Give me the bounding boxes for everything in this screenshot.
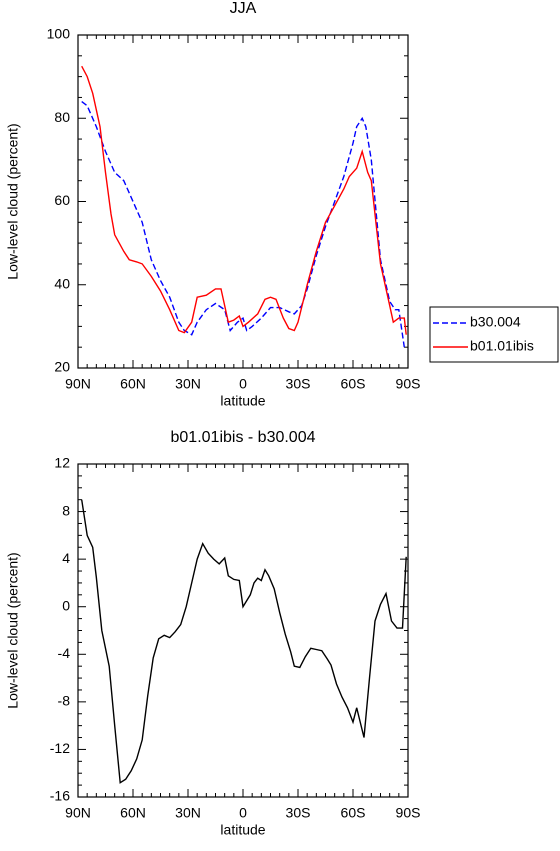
x-tick-label: 0 bbox=[239, 805, 247, 821]
legend-box bbox=[429, 306, 559, 363]
x-tick-label: 30S bbox=[286, 376, 311, 392]
y-tick-label: 0 bbox=[62, 597, 70, 613]
x-tick-label: 30S bbox=[286, 805, 311, 821]
y-axis-label: Low-level cloud (percent) bbox=[5, 123, 21, 279]
x-tick-label: 90S bbox=[396, 805, 421, 821]
chart-title: JJA bbox=[230, 0, 257, 17]
x-tick-label: 30N bbox=[175, 376, 201, 392]
data-line bbox=[81, 65, 407, 335]
x-axis-label: latitude bbox=[220, 822, 265, 838]
y-tick-label: 4 bbox=[62, 550, 70, 566]
y-tick-label: -8 bbox=[58, 693, 71, 709]
plot-frame bbox=[77, 463, 409, 798]
y-tick-label: -16 bbox=[50, 788, 70, 804]
x-tick-label: 30N bbox=[175, 805, 201, 821]
x-tick-label: 90N bbox=[65, 805, 91, 821]
y-axis-label: Low-level cloud (percent) bbox=[5, 552, 21, 708]
y-tick-label: 60 bbox=[54, 192, 70, 208]
y-tick-label: 100 bbox=[47, 26, 71, 42]
y-tick-label: 20 bbox=[54, 359, 70, 375]
legend-label: b01.01ibis bbox=[470, 338, 534, 354]
y-tick-label: 40 bbox=[54, 275, 70, 291]
y-tick-label: 12 bbox=[54, 455, 70, 471]
y-tick-label: -4 bbox=[58, 645, 71, 661]
x-tick-label: 60S bbox=[341, 376, 366, 392]
data-line bbox=[81, 499, 407, 784]
x-tick-label: 90S bbox=[396, 376, 421, 392]
x-axis-label: latitude bbox=[220, 393, 265, 409]
y-tick-label: 8 bbox=[62, 502, 70, 518]
chart-title: b01.01ibis - b30.004 bbox=[171, 429, 316, 446]
x-tick-label: 60N bbox=[120, 376, 146, 392]
x-tick-label: 60S bbox=[341, 805, 366, 821]
x-tick-label: 90N bbox=[65, 376, 91, 392]
x-tick-label: 60N bbox=[120, 805, 146, 821]
x-tick-label: 0 bbox=[239, 376, 247, 392]
data-line bbox=[81, 101, 405, 348]
y-tick-label: -12 bbox=[50, 740, 70, 756]
y-tick-label: 80 bbox=[54, 109, 70, 125]
legend-label: b30.004 bbox=[470, 314, 521, 330]
